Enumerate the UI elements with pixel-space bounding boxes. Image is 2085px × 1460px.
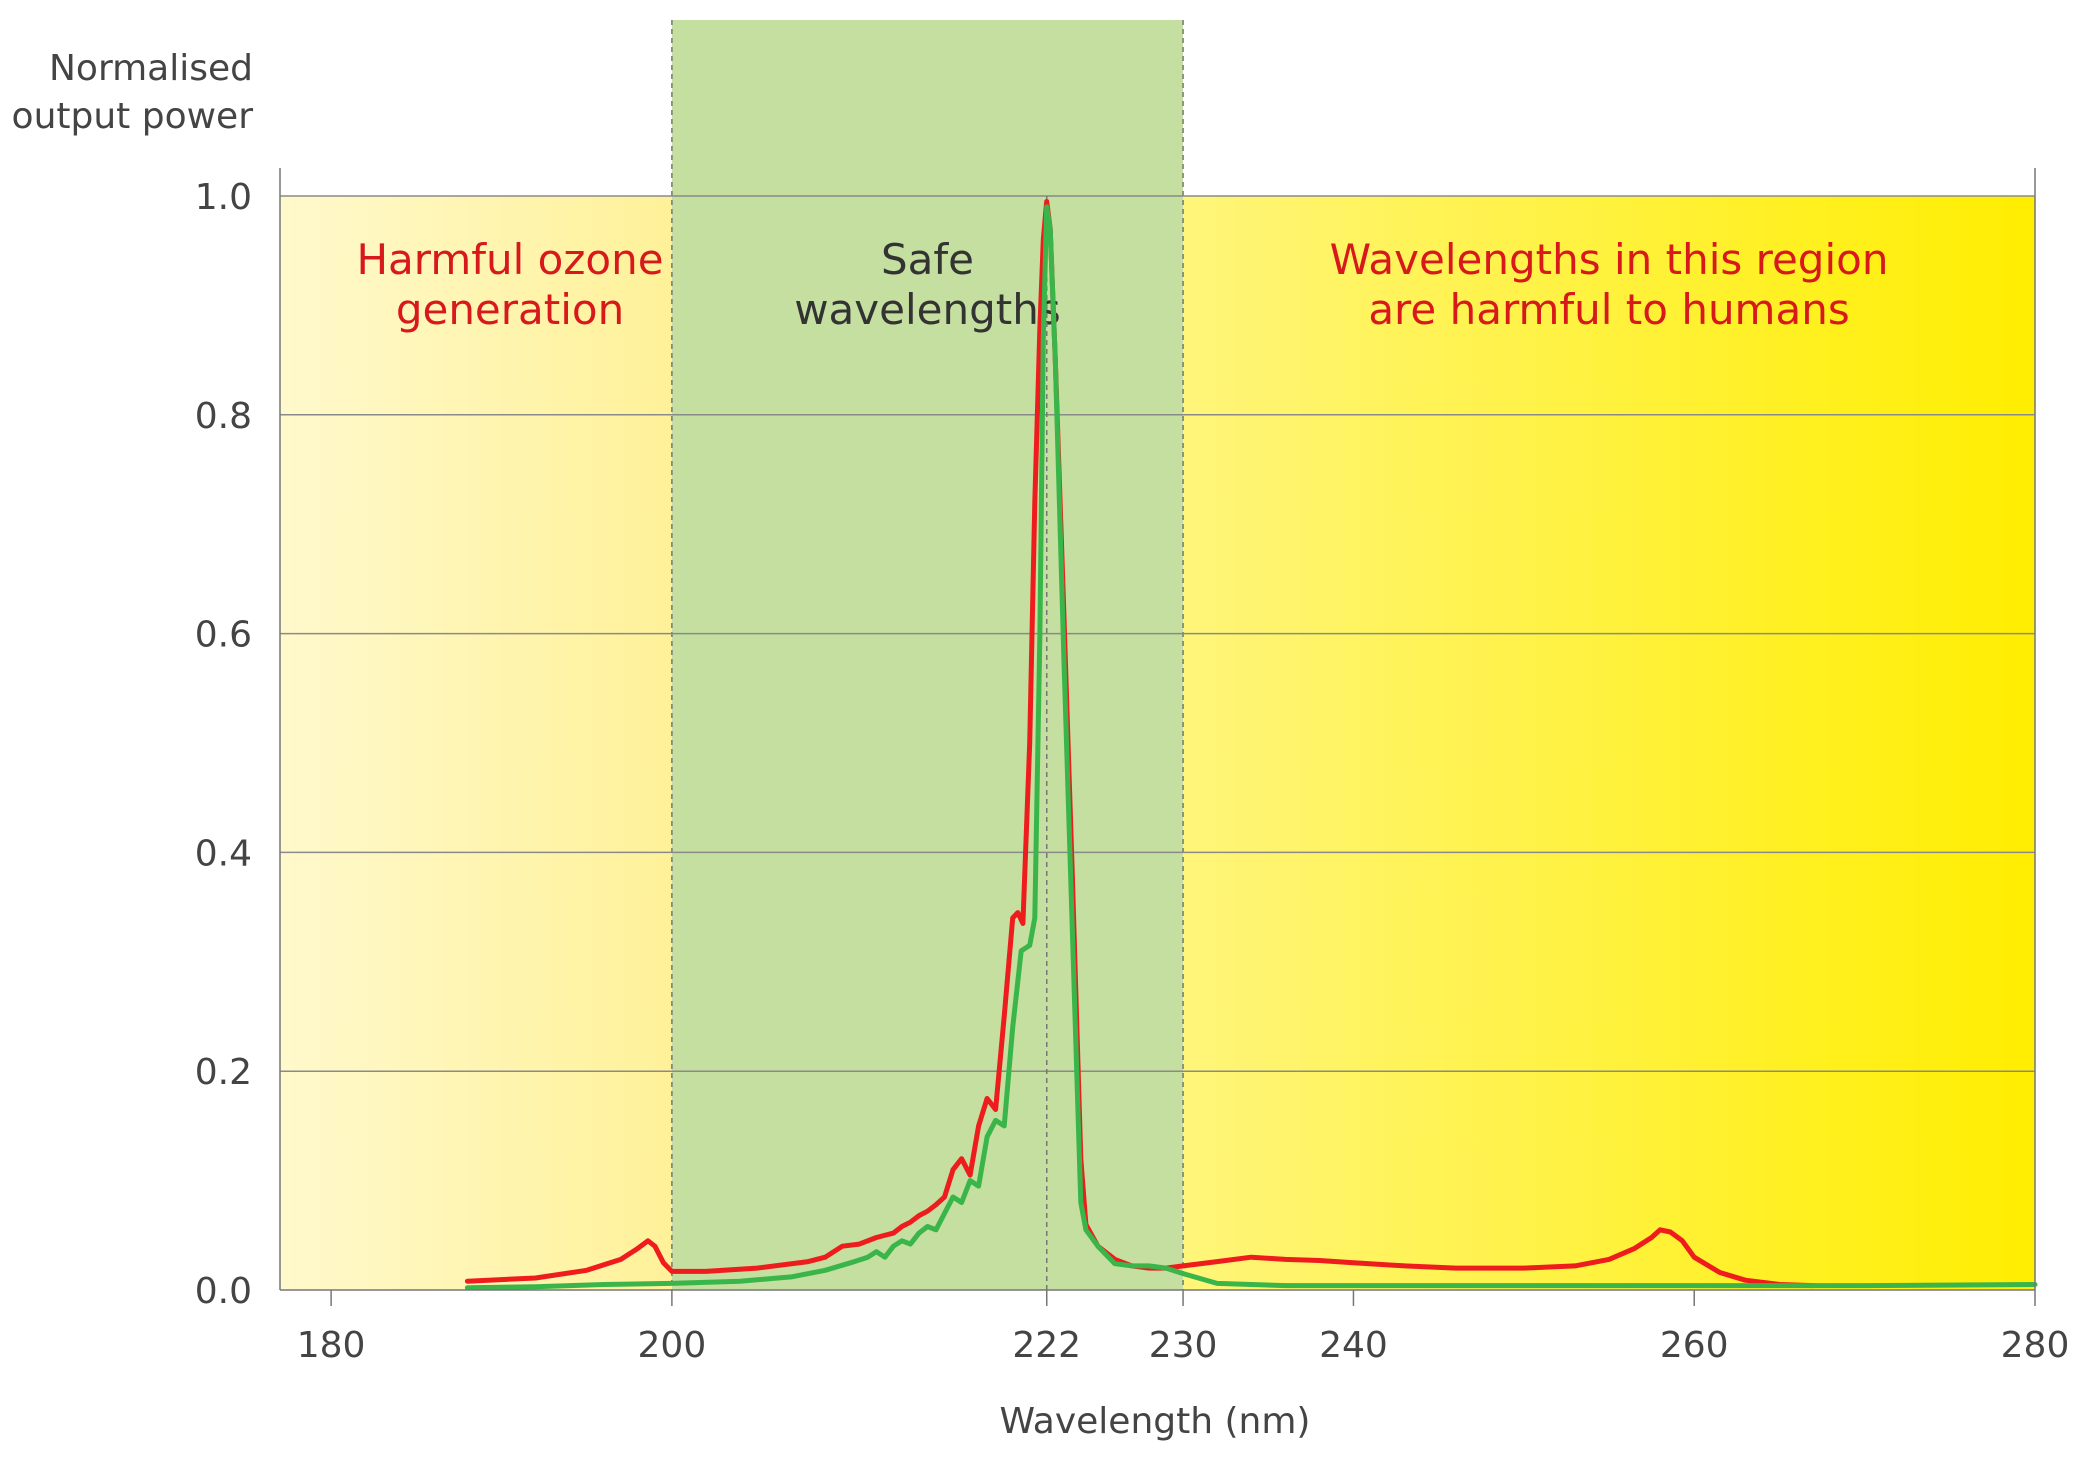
x-tick-label-4: 240 [1319, 1325, 1388, 1366]
region-ozone-label-line-2: generation [396, 285, 624, 334]
region-ozone [280, 196, 672, 1290]
x-axis-title: Wavelength (nm) [1000, 1401, 1311, 1442]
series-line-green [464, 204, 2038, 1291]
region-harmful-label-line-2: are harmful to humans [1368, 285, 1849, 334]
x-tick-label-1: 200 [638, 1325, 707, 1366]
x-tick-label-2: 222 [1012, 1325, 1081, 1366]
grid-layer: 0.0 0.2 0.4 0.6 0.8 1.0 [195, 177, 2035, 1312]
series-line-red [464, 199, 1816, 1289]
y-tick-label-0: 0.0 [195, 1271, 252, 1312]
x-tick-label-5: 260 [1660, 1325, 1729, 1366]
region-safe [671, 20, 1184, 1290]
region-harmful [1183, 196, 2035, 1290]
region-safe-label-line-2: wavelengths [794, 285, 1061, 334]
x-tick-label-0: 180 [297, 1325, 366, 1366]
y-tick-label-2: 0.4 [195, 833, 252, 874]
x-tick-label-3: 230 [1149, 1325, 1218, 1366]
y-axis-title-line-2: output power [12, 96, 254, 137]
region-ozone-label-line-1: Harmful ozone [356, 235, 663, 284]
region-safe-label-line-1: Safe [881, 235, 974, 284]
series-layer [464, 199, 2038, 1291]
x-tick-label-6: 280 [2001, 1325, 2070, 1366]
y-tick-label-1: 0.2 [195, 1052, 252, 1093]
y-tick-label-4: 0.8 [195, 396, 252, 437]
region-harmful-label-line-1: Wavelengths in this region [1330, 235, 1889, 284]
y-tick-label-3: 0.6 [195, 615, 252, 656]
y-axis-title-line-1: Normalised [49, 48, 253, 89]
y-tick-label-5: 1.0 [195, 177, 252, 218]
axis-layer: 180 200 222 230 240 260 280 [279, 168, 2070, 1366]
